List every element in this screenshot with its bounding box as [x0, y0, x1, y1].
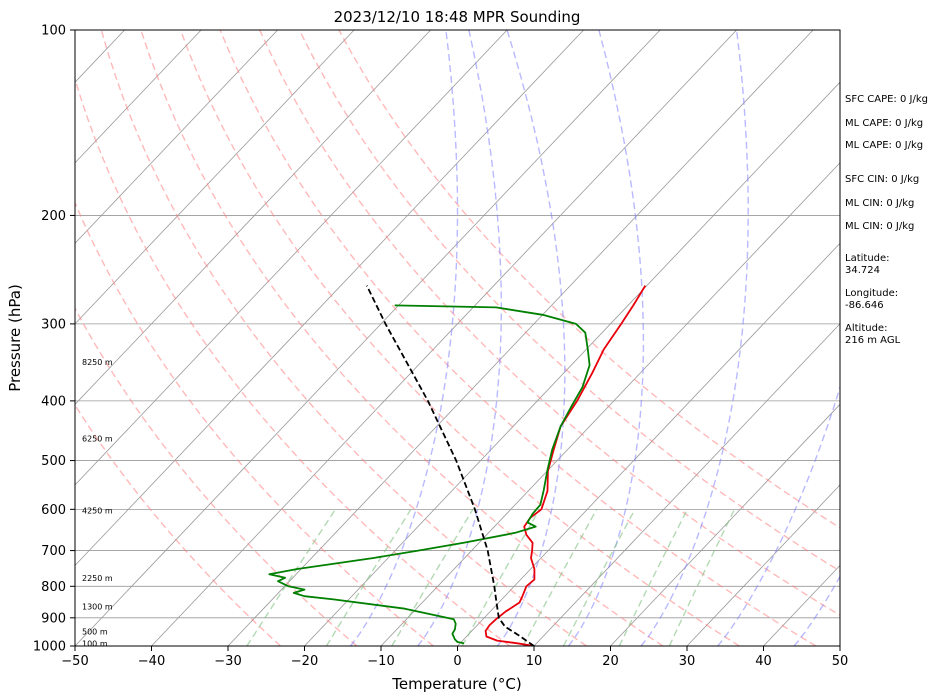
x-tick-label: −10 — [367, 654, 394, 669]
moist-adiabat-line — [417, 30, 502, 646]
x-tick-label: −20 — [291, 654, 318, 669]
temperature-profile-line — [484, 285, 647, 646]
height-label: 8250 m — [82, 358, 113, 367]
height-label: 1300 m — [82, 602, 113, 611]
height-label: 6250 m — [82, 434, 113, 443]
mixing-ratio-line — [325, 508, 412, 646]
x-tick-label: 0 — [453, 654, 461, 669]
parcel-profile-line — [365, 285, 535, 646]
isotherm-line — [610, 403, 840, 646]
dry-adiabat-line — [259, 30, 840, 617]
ml-cape-text: ML CAPE: 0 J/kg — [845, 118, 923, 129]
isotherm-line — [533, 323, 840, 646]
sounding-indices-panel: SFC CAPE: 0 J/kg ML CAPE: 0 J/kg ML CAPE… — [845, 94, 928, 346]
y-tick-label: 1000 — [33, 640, 66, 655]
dry-adiabat-grid — [75, 30, 840, 646]
x-tick-label: 40 — [755, 654, 772, 669]
mixing-ratio-line — [461, 508, 541, 646]
ml-cin-text-2: ML CIN: 0 J/kg — [845, 221, 914, 232]
isotherm-line — [686, 484, 840, 646]
ml-cin-text: ML CIN: 0 J/kg — [845, 198, 914, 209]
altitude-value: 216 m AGL — [845, 335, 901, 346]
latitude-label: Latitude: — [845, 253, 890, 264]
height-labels: 8250 m 6250 m 4250 m 2250 m 1300 m 500 m 100 m — [82, 358, 113, 648]
height-label: 100 m — [82, 639, 108, 648]
mixing-ratio-line — [522, 508, 598, 646]
dry-adiabat-line — [338, 30, 840, 529]
dry-adiabat-line — [75, 306, 358, 646]
moist-adiabat-line — [567, 30, 645, 646]
mixing-ratio-line — [618, 508, 689, 646]
isotherm-line — [457, 242, 840, 646]
sounding-profiles — [268, 285, 647, 646]
y-tick-label: 300 — [41, 317, 66, 332]
dry-adiabat-line — [100, 30, 587, 646]
isotherm-line — [75, 30, 355, 325]
chart-title: 2023/12/10 18:48 MPR Sounding — [334, 8, 581, 26]
y-axis: 100 200 300 400 500 600 700 800 900 1000 — [33, 24, 75, 655]
x-tick-label: 10 — [526, 654, 543, 669]
longitude-label: Longitude: — [845, 288, 898, 299]
y-tick-label: 500 — [41, 454, 66, 469]
mixing-ratio-line — [391, 508, 474, 646]
y-tick-label: 400 — [41, 394, 66, 409]
isotherm-line — [304, 81, 840, 646]
isotherm-line — [227, 30, 814, 646]
isotherm-line — [380, 162, 840, 646]
mixing-ratio-line — [668, 508, 736, 646]
moist-adiabat-line — [496, 30, 566, 646]
x-tick-label: 50 — [832, 654, 849, 669]
ml-cape-text-2: ML CAPE: 0 J/kg — [845, 140, 923, 151]
dry-adiabat-line — [75, 76, 511, 646]
x-tick-label: 20 — [602, 654, 619, 669]
altitude-label: Altitude: — [845, 323, 887, 334]
x-tick-label: −40 — [138, 654, 165, 669]
y-tick-label: 100 — [41, 24, 66, 39]
sfc-cape-text: SFC CAPE: 0 J/kg — [845, 94, 928, 105]
mixing-ratio-line — [562, 508, 636, 646]
isotherm-line — [151, 30, 737, 646]
y-tick-label: 700 — [41, 544, 66, 559]
isotherm-line — [75, 30, 202, 164]
y-tick-label: 600 — [41, 503, 66, 518]
dewpoint-profile-line — [268, 304, 591, 645]
x-axis: −50 −40 −30 −20 −10 0 10 20 30 40 50 — [61, 646, 848, 669]
moist-adiabat-line — [640, 30, 749, 646]
latitude-value: 34.724 — [845, 265, 880, 276]
height-label: 4250 m — [82, 507, 113, 516]
plot-area: 8250 m 6250 m 4250 m 2250 m 1300 m 500 m 100 m — [75, 30, 840, 648]
mixing-ratio-line — [246, 508, 336, 646]
x-tick-label: 30 — [679, 654, 696, 669]
y-axis-label: Pressure (hPa) — [6, 284, 24, 392]
moist-adiabat-line — [349, 30, 459, 646]
y-tick-label: 200 — [41, 209, 66, 224]
sfc-cin-text: SFC CIN: 0 J/kg — [845, 174, 919, 185]
isotherm-line — [75, 30, 431, 405]
mixing-ratio-grid — [246, 508, 736, 646]
dry-adiabat-line — [298, 30, 840, 572]
x-tick-label: −50 — [61, 654, 88, 669]
isotherm-line — [75, 30, 661, 646]
height-label: 2250 m — [82, 574, 113, 583]
x-axis-label: Temperature (°C) — [391, 675, 521, 693]
isotherm-line — [75, 30, 278, 244]
y-tick-label: 900 — [41, 611, 66, 626]
dry-adiabat-line — [219, 30, 817, 646]
isotherm-line — [75, 30, 508, 486]
y-tick-label: 800 — [41, 580, 66, 595]
isobar-grid — [75, 30, 840, 646]
isotherm-line — [75, 30, 584, 567]
longitude-value: -86.646 — [845, 300, 884, 311]
dry-adiabat-line — [179, 30, 740, 646]
isotherm-grid — [75, 30, 840, 646]
moist-adiabat-grid — [349, 30, 840, 646]
height-label: 500 m — [82, 628, 108, 637]
x-tick-label: −30 — [214, 654, 241, 669]
dry-adiabat-line — [75, 201, 434, 646]
moist-adiabat-line — [717, 384, 840, 646]
